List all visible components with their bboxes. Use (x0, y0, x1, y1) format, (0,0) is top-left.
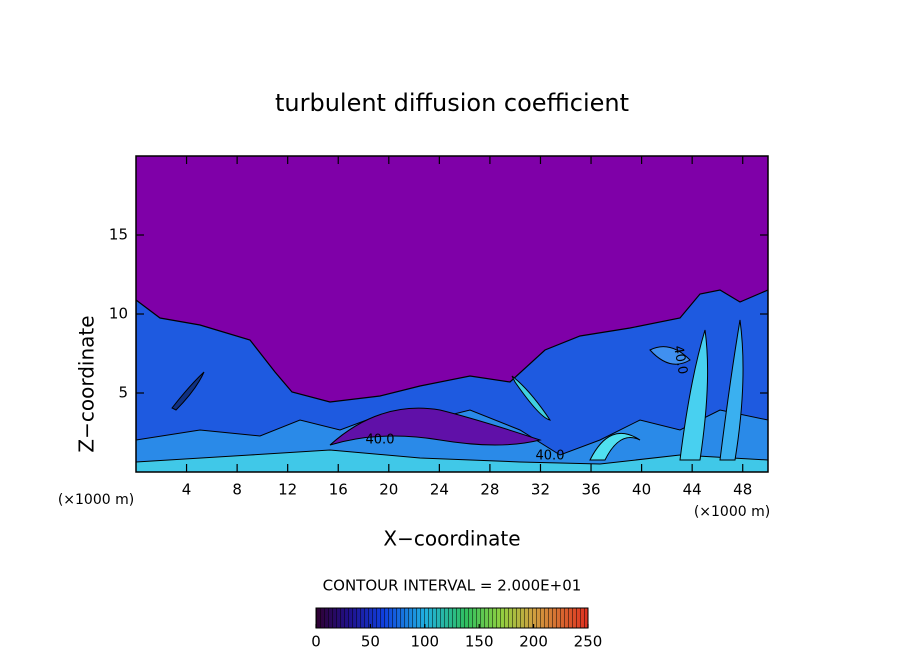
x-tick-label: 8 (232, 481, 242, 499)
y-tick-label: 15 (109, 226, 128, 244)
x-tick-label: 20 (379, 481, 398, 499)
pocket (329, 407, 542, 446)
x-tick-label: 16 (329, 481, 348, 499)
streak (171, 371, 205, 411)
colorbar-tick-label: 200 (519, 633, 548, 651)
contour-label: 40.0 (670, 344, 690, 375)
streak (679, 329, 709, 461)
contour-field (136, 289, 768, 472)
x-tick-label: 4 (182, 481, 192, 499)
x-tick-label: 28 (480, 481, 499, 499)
x-tick-label: 48 (733, 481, 752, 499)
x-unit-label: (×1000 m) (58, 492, 134, 508)
x-tick-label: 24 (430, 481, 449, 499)
x-axis-label: X−coordinate (383, 527, 520, 551)
contour-label: 40.0 (536, 449, 565, 464)
x-tick-label: 32 (531, 481, 550, 499)
colorbar-frame (315, 607, 589, 629)
x-tick-label: 36 (581, 481, 600, 499)
lower-band (136, 449, 768, 472)
colorbar-tick-label: 150 (465, 633, 494, 651)
x-tick-label: 44 (683, 481, 702, 499)
streak (649, 346, 691, 365)
colorbar-tick-label: 0 (311, 633, 321, 651)
streak (511, 375, 552, 421)
x-unit-label: (×1000 m) (694, 504, 770, 520)
y-tick-label: 5 (118, 384, 128, 402)
y-axis-label: Z−coordinate (75, 315, 99, 452)
colorbar-tick-label: 100 (410, 633, 439, 651)
x-tick-label: 12 (278, 481, 297, 499)
y-tick-label: 10 (109, 305, 128, 323)
contour-interval: CONTOUR INTERVAL = 2.000E+01 (323, 577, 582, 595)
streak (719, 319, 744, 461)
colorbar-tick-label: 50 (361, 633, 380, 651)
x-tick-label: 40 (632, 481, 651, 499)
colorbar-lines (316, 608, 588, 628)
streak (589, 432, 641, 461)
contour-label: 40.0 (366, 433, 395, 448)
colorbar-tick-label: 250 (574, 633, 603, 651)
chart-title: turbulent diffusion coefficient (275, 89, 629, 117)
